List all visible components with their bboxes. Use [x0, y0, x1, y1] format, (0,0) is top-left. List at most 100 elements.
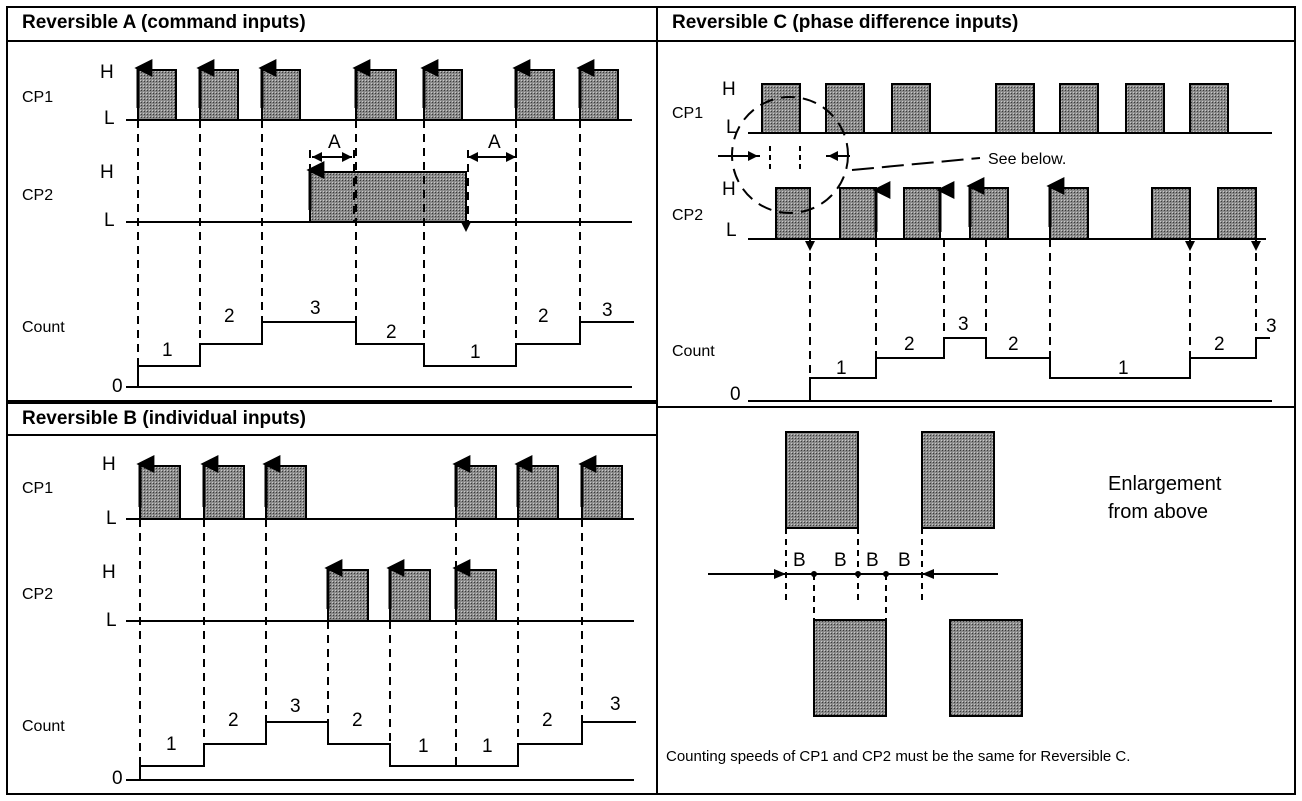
- c-cp2-label: CP2: [672, 207, 703, 224]
- c-enlargement-caption: Enlargement from above: [1108, 473, 1222, 523]
- a-count-values: 1 2 3 2 1 2 3: [162, 298, 613, 363]
- a-count-3: 3: [310, 298, 321, 319]
- panel-c-graphics: H CP1 L H CP2 L Count 0 1 2 3 2 1 2 3: [672, 79, 1277, 717]
- b-cp1-pulse-1: [139, 465, 181, 520]
- c-count-label: Count: [672, 343, 715, 360]
- b-cp2-pulses: [324, 559, 497, 622]
- c-count-1: 1: [836, 358, 847, 379]
- c-cp1-pulses: [761, 83, 1229, 134]
- b-count-values: 1 2 3 2 1 1 2 3: [166, 694, 621, 757]
- enl-gap-label-2: B: [834, 550, 847, 571]
- b-cp2-l-label: L: [106, 610, 117, 631]
- b-cp1-label: CP1: [22, 480, 53, 497]
- a-cp2-pulse-1: [309, 171, 467, 223]
- a-count-7: 3: [602, 300, 613, 321]
- b-count-1: 1: [166, 734, 177, 755]
- c-count-7: 3: [1266, 316, 1277, 337]
- c-cp2-l-label: L: [726, 220, 737, 241]
- a-gap-label-2: A: [488, 132, 501, 153]
- a-count-6: 2: [538, 306, 549, 327]
- panel-a-graphics: H CP1 L H CP2 L Count 0 1 2 3 2 1 2 3 A: [22, 59, 634, 397]
- a-cp1-pulse-4: [355, 69, 397, 121]
- panel-reversible-c: Reversible C (phase difference inputs): [658, 6, 1296, 795]
- enl-gap-label-4: B: [898, 550, 911, 571]
- panel-reversible-b: Reversible B (individual inputs): [6, 402, 658, 795]
- c-cp2-h-label: H: [722, 179, 736, 200]
- c-cp2-pulse-4: [969, 187, 1009, 240]
- b-cp2-pulse-2: [389, 569, 431, 622]
- c-cp1-h-label: H: [722, 79, 736, 100]
- c-phase-gap-marker: [718, 146, 850, 170]
- a-cp1-pulse-3: [261, 69, 301, 121]
- b-cp1-pulses: [136, 455, 623, 520]
- c-cp2-pulse-5: [1049, 187, 1089, 240]
- b-cp1-l-label: L: [106, 508, 117, 529]
- c-callout-leader: [851, 157, 981, 171]
- b-count-staircase: [139, 721, 636, 780]
- c-zero-label: 0: [730, 384, 741, 405]
- a-gap-marker-2: A: [468, 132, 516, 162]
- b-cp2-h-label: H: [102, 562, 116, 583]
- a-cp1-pulse-5: [423, 69, 463, 121]
- b-count-5: 1: [418, 736, 429, 757]
- panel-a-title: Reversible A (command inputs): [8, 8, 656, 42]
- c-count-values: 1 2 3 2 1 2 3: [836, 314, 1277, 379]
- b-cp1-h-label: H: [102, 454, 116, 475]
- a-cp1-pulse-6: [515, 69, 555, 121]
- b-count-3: 3: [290, 696, 301, 717]
- c-cp2-pulse-1: [775, 187, 811, 240]
- enl-gap-label-1: B: [793, 550, 806, 571]
- c-cp1-pulse-7: [1189, 83, 1229, 134]
- a-count-1: 1: [162, 340, 173, 361]
- b-count-4: 2: [352, 710, 363, 731]
- c-enlargement: B B B B: [708, 431, 1023, 717]
- c-cp2-pulse-6: [1151, 187, 1191, 240]
- b-count-8: 3: [610, 694, 621, 715]
- a-zero-label: 0: [112, 376, 123, 397]
- b-cp2-pulse-1: [327, 569, 369, 622]
- c-cp2-pulse-2: [839, 187, 877, 240]
- b-cp1-pulse-2: [203, 465, 245, 520]
- enl-cp2-pulse-2: [949, 619, 1023, 717]
- a-cp2-l-label: L: [104, 210, 115, 231]
- b-cp1-pulse-6: [581, 465, 623, 520]
- c-cp1-label: CP1: [672, 105, 703, 122]
- a-cp2-h-label: H: [100, 162, 114, 183]
- enl-cp2-pulse-1: [813, 619, 887, 717]
- a-gap-marker-1: A: [312, 132, 352, 162]
- panel-b-graphics: H CP1 L H CP2 L Count 0 1 2 3 2 1 1 2 3: [22, 454, 636, 789]
- c-cp2-pulse-3: [903, 187, 941, 240]
- c-cp1-l-label: L: [726, 117, 737, 138]
- b-zero-label: 0: [112, 768, 123, 789]
- b-cp1-pulse-5: [517, 465, 559, 520]
- b-cp2-pulse-3: [455, 569, 497, 622]
- c-cp1-pulse-6: [1125, 83, 1165, 134]
- b-count-7: 2: [542, 710, 553, 731]
- b-cp2-label: CP2: [22, 586, 53, 603]
- panel-c-divider: [658, 406, 1294, 408]
- b-cp1-pulse-4: [455, 465, 497, 520]
- c-count-2: 2: [904, 334, 915, 355]
- panel-reversible-a: Reversible A (command inputs): [6, 6, 658, 402]
- c-cp1-pulse-3: [891, 83, 931, 134]
- a-count-label: Count: [22, 319, 65, 336]
- a-cp1-pulse-7: [579, 69, 619, 121]
- a-gap-label-1: A: [328, 132, 341, 153]
- c-cp2-pulse-7: [1217, 187, 1257, 240]
- c-count-5: 1: [1118, 358, 1129, 379]
- b-count-label: Count: [22, 718, 65, 735]
- c-cp2-pulses: [775, 177, 1261, 251]
- a-cp1-l-label: L: [104, 108, 115, 129]
- c-cp1-pulse-5: [1059, 83, 1099, 134]
- c-count-staircase: [809, 337, 1270, 401]
- a-cp1-label: CP1: [22, 89, 53, 106]
- a-count-4: 2: [386, 322, 397, 343]
- enl-cp1-pulse-2: [921, 431, 995, 529]
- c-cp1-pulse-2: [825, 83, 865, 134]
- c-cp1-pulse-4: [995, 83, 1035, 134]
- c-see-below: See below.: [988, 151, 1066, 168]
- a-transition-guides: [137, 120, 581, 366]
- a-count-2: 2: [224, 306, 235, 327]
